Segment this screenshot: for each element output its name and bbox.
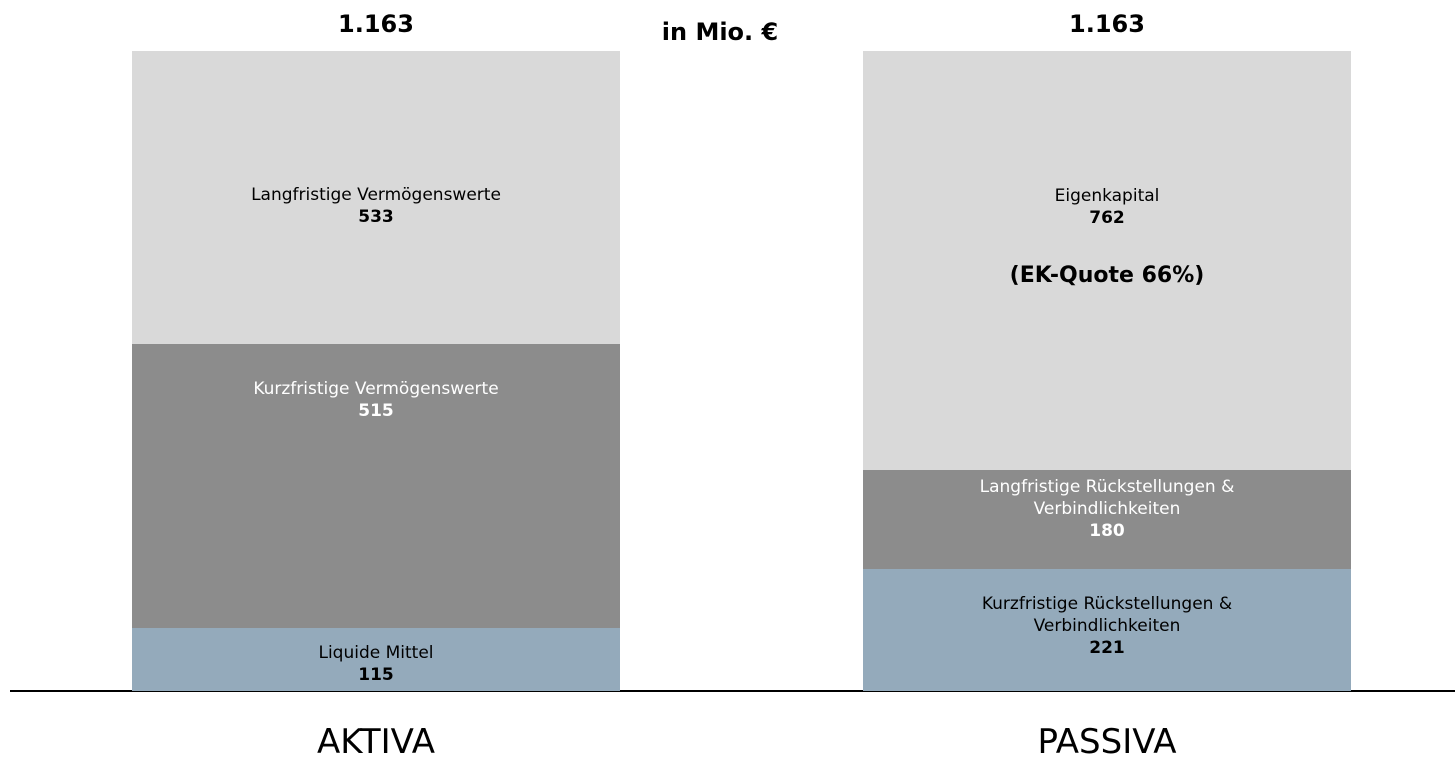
baseline xyxy=(10,690,1455,692)
segment-name: Kurzfristige Rückstellungen & Verbindlic… xyxy=(981,594,1233,637)
category-label: PASSIVA xyxy=(1037,722,1177,759)
annotation: (EK-Quote 66%) xyxy=(1009,263,1205,288)
subtitle: in Mio. € xyxy=(661,18,779,46)
bar-segment: Langfristige Vermögenswerte 533 xyxy=(132,51,620,345)
bar-segment: Kurzfristige Vermögenswerte 515 xyxy=(132,344,620,628)
bar-segment: Kurzfristige Rückstellungen & Verbindlic… xyxy=(863,569,1351,691)
bar-segment: Liquide Mittel 115 xyxy=(132,627,620,691)
segment-name: Kurzfristige Vermögenswerte xyxy=(253,379,499,400)
segment-value: 221 xyxy=(1089,638,1125,659)
segment-name: Eigenkapital xyxy=(1054,186,1160,206)
total-label: 1.163 xyxy=(338,10,414,38)
total-label: 1.163 xyxy=(1069,10,1145,38)
segment-value: 762 xyxy=(1089,208,1125,228)
segment-value: 515 xyxy=(358,401,394,422)
segment-value: 180 xyxy=(1089,521,1125,542)
bar-segment: Langfristige Rückstellungen & Verbindlic… xyxy=(863,470,1351,570)
bar-segment: Eigenkapital 762 (EK-Quote 66%) xyxy=(863,51,1351,471)
segment-value: 533 xyxy=(358,207,394,227)
category-label: AKTIVA xyxy=(316,722,436,759)
segment-value: 115 xyxy=(358,664,394,685)
segment-name: Liquide Mittel xyxy=(318,642,434,663)
segment-name: Langfristige Vermögenswerte xyxy=(251,185,501,205)
segment-name: Langfristige Rückstellungen & Verbindlic… xyxy=(979,477,1235,520)
